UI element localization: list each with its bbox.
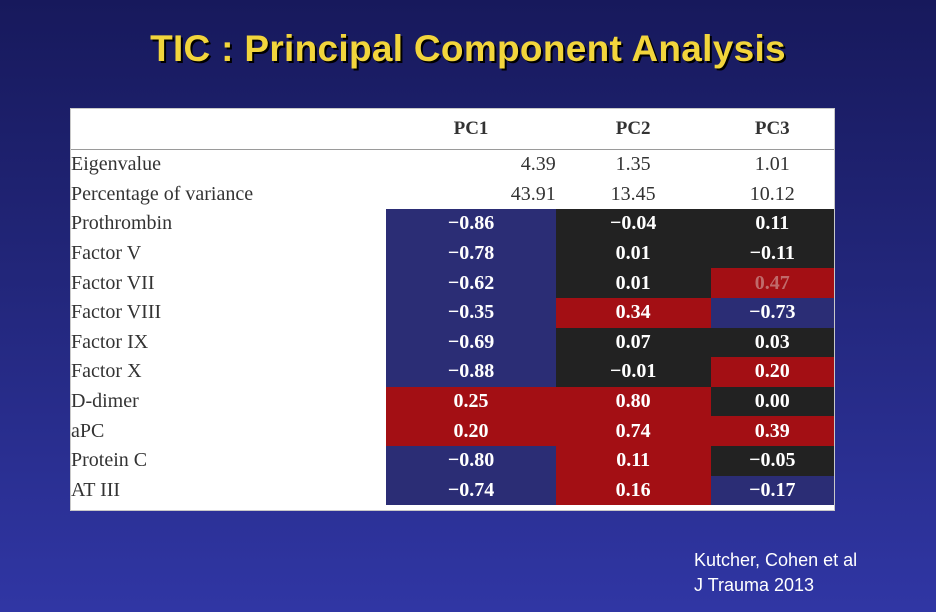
cell-pc3: 0.03	[710, 327, 834, 358]
cell-pc1: −0.88	[386, 357, 556, 387]
cell-pc2: −0.01	[555, 357, 711, 387]
cell-pc3: −0.11	[710, 238, 834, 269]
table-row-protein-c: Protein C −0.80 0.11 −0.05	[71, 445, 834, 476]
cell-pc2: 0.74	[555, 416, 711, 446]
cell-pc1: 0.20	[386, 416, 556, 446]
row-label: D-dimer	[71, 390, 139, 413]
cell-pc2: 0.80	[555, 386, 711, 417]
row-label: Eigenvalue	[71, 153, 161, 176]
table-row-factor-x: Factor X −0.88 −0.01 0.20	[71, 357, 834, 387]
cell-pc3: −0.05	[710, 445, 834, 476]
table-row-prothrombin: Prothrombin −0.86 −0.04 0.11	[71, 209, 834, 239]
cell-pc1: −0.69	[386, 327, 556, 358]
table-row-apc: aPC 0.20 0.74 0.39	[71, 416, 834, 446]
cell-pc1: −0.86	[386, 209, 556, 239]
cell-pc3: 0.39	[710, 416, 834, 446]
pca-table-panel: PC1 PC2 PC3 Eigenvalue 4.39 1.35 1.01 Pe…	[70, 108, 835, 511]
table-row-at-iii: AT III −0.74 0.16 −0.17	[71, 475, 834, 506]
cell-pc3: −0.17	[710, 475, 834, 506]
table-row-percentage-of-variance: Percentage of variance 43.91 13.45 10.12	[71, 180, 834, 210]
row-label: Factor VIII	[71, 301, 162, 324]
cell-pc2: 1.35	[615, 153, 651, 176]
table-row-factor-ix: Factor IX −0.69 0.07 0.03	[71, 327, 834, 358]
table-row-factor-vii: Factor VII −0.62 0.01 0.47	[71, 268, 834, 298]
cell-pc1: −0.62	[386, 268, 556, 298]
row-label: Factor V	[71, 242, 142, 265]
row-label: Factor X	[71, 360, 142, 383]
citation-authors: Kutcher, Cohen et al	[694, 550, 858, 570]
table-row-factor-viii: Factor VIII −0.35 0.34 −0.73	[71, 297, 834, 328]
cell-pc3: 0.00	[710, 386, 834, 417]
cell-pc2: 0.01	[555, 268, 711, 298]
row-label: Prothrombin	[71, 212, 173, 235]
citation: Kutcher, Cohen et al J Trauma 2013	[694, 548, 857, 598]
cell-pc3: 0.47	[710, 268, 834, 298]
citation-journal: J Trauma 2013	[694, 575, 815, 595]
cell-pc2: 0.11	[555, 445, 711, 476]
header-pc2: PC2	[555, 109, 711, 150]
cell-pc3: 0.20	[710, 357, 834, 387]
cell-pc3: 0.11	[710, 209, 834, 239]
row-label: aPC	[71, 419, 105, 442]
cell-pc3: 1.01	[754, 153, 790, 176]
row-label: Factor IX	[71, 330, 149, 353]
cell-pc1: 4.39	[520, 153, 556, 176]
cell-pc1: −0.78	[386, 238, 556, 269]
cell-pc3: −0.73	[710, 297, 834, 328]
table-header-row: PC1 PC2 PC3	[71, 109, 834, 150]
cell-pc3: 10.12	[749, 182, 795, 205]
pca-loadings-table: PC1 PC2 PC3 Eigenvalue 4.39 1.35 1.01 Pe…	[71, 109, 834, 506]
cell-pc2: 13.45	[610, 182, 656, 205]
cell-pc1: −0.35	[386, 297, 556, 328]
cell-pc2: 0.16	[555, 475, 711, 506]
cell-pc1: −0.74	[386, 475, 556, 506]
row-label: Percentage of variance	[71, 182, 254, 205]
cell-pc1: −0.80	[386, 445, 556, 476]
cell-pc2: 0.34	[555, 297, 711, 328]
cell-pc1: 43.91	[510, 182, 556, 205]
cell-pc2: 0.07	[555, 327, 711, 358]
table-row-eigenvalue: Eigenvalue 4.39 1.35 1.01	[71, 150, 834, 180]
header-blank	[71, 109, 387, 150]
row-label: Factor VII	[71, 271, 155, 294]
cell-pc1: 0.25	[386, 386, 556, 417]
row-label: Protein C	[71, 449, 148, 472]
table-row-factor-v: Factor V −0.78 0.01 −0.11	[71, 238, 834, 269]
cell-pc2: 0.01	[555, 238, 711, 269]
header-pc3: PC3	[710, 109, 834, 150]
table-row-d-dimer: D-dimer 0.25 0.80 0.00	[71, 386, 834, 417]
slide-title: TIC : Principal Component Analysis	[150, 28, 786, 69]
row-label: AT III	[71, 478, 121, 501]
header-pc1: PC1	[386, 109, 556, 150]
cell-pc2: −0.04	[555, 209, 711, 239]
